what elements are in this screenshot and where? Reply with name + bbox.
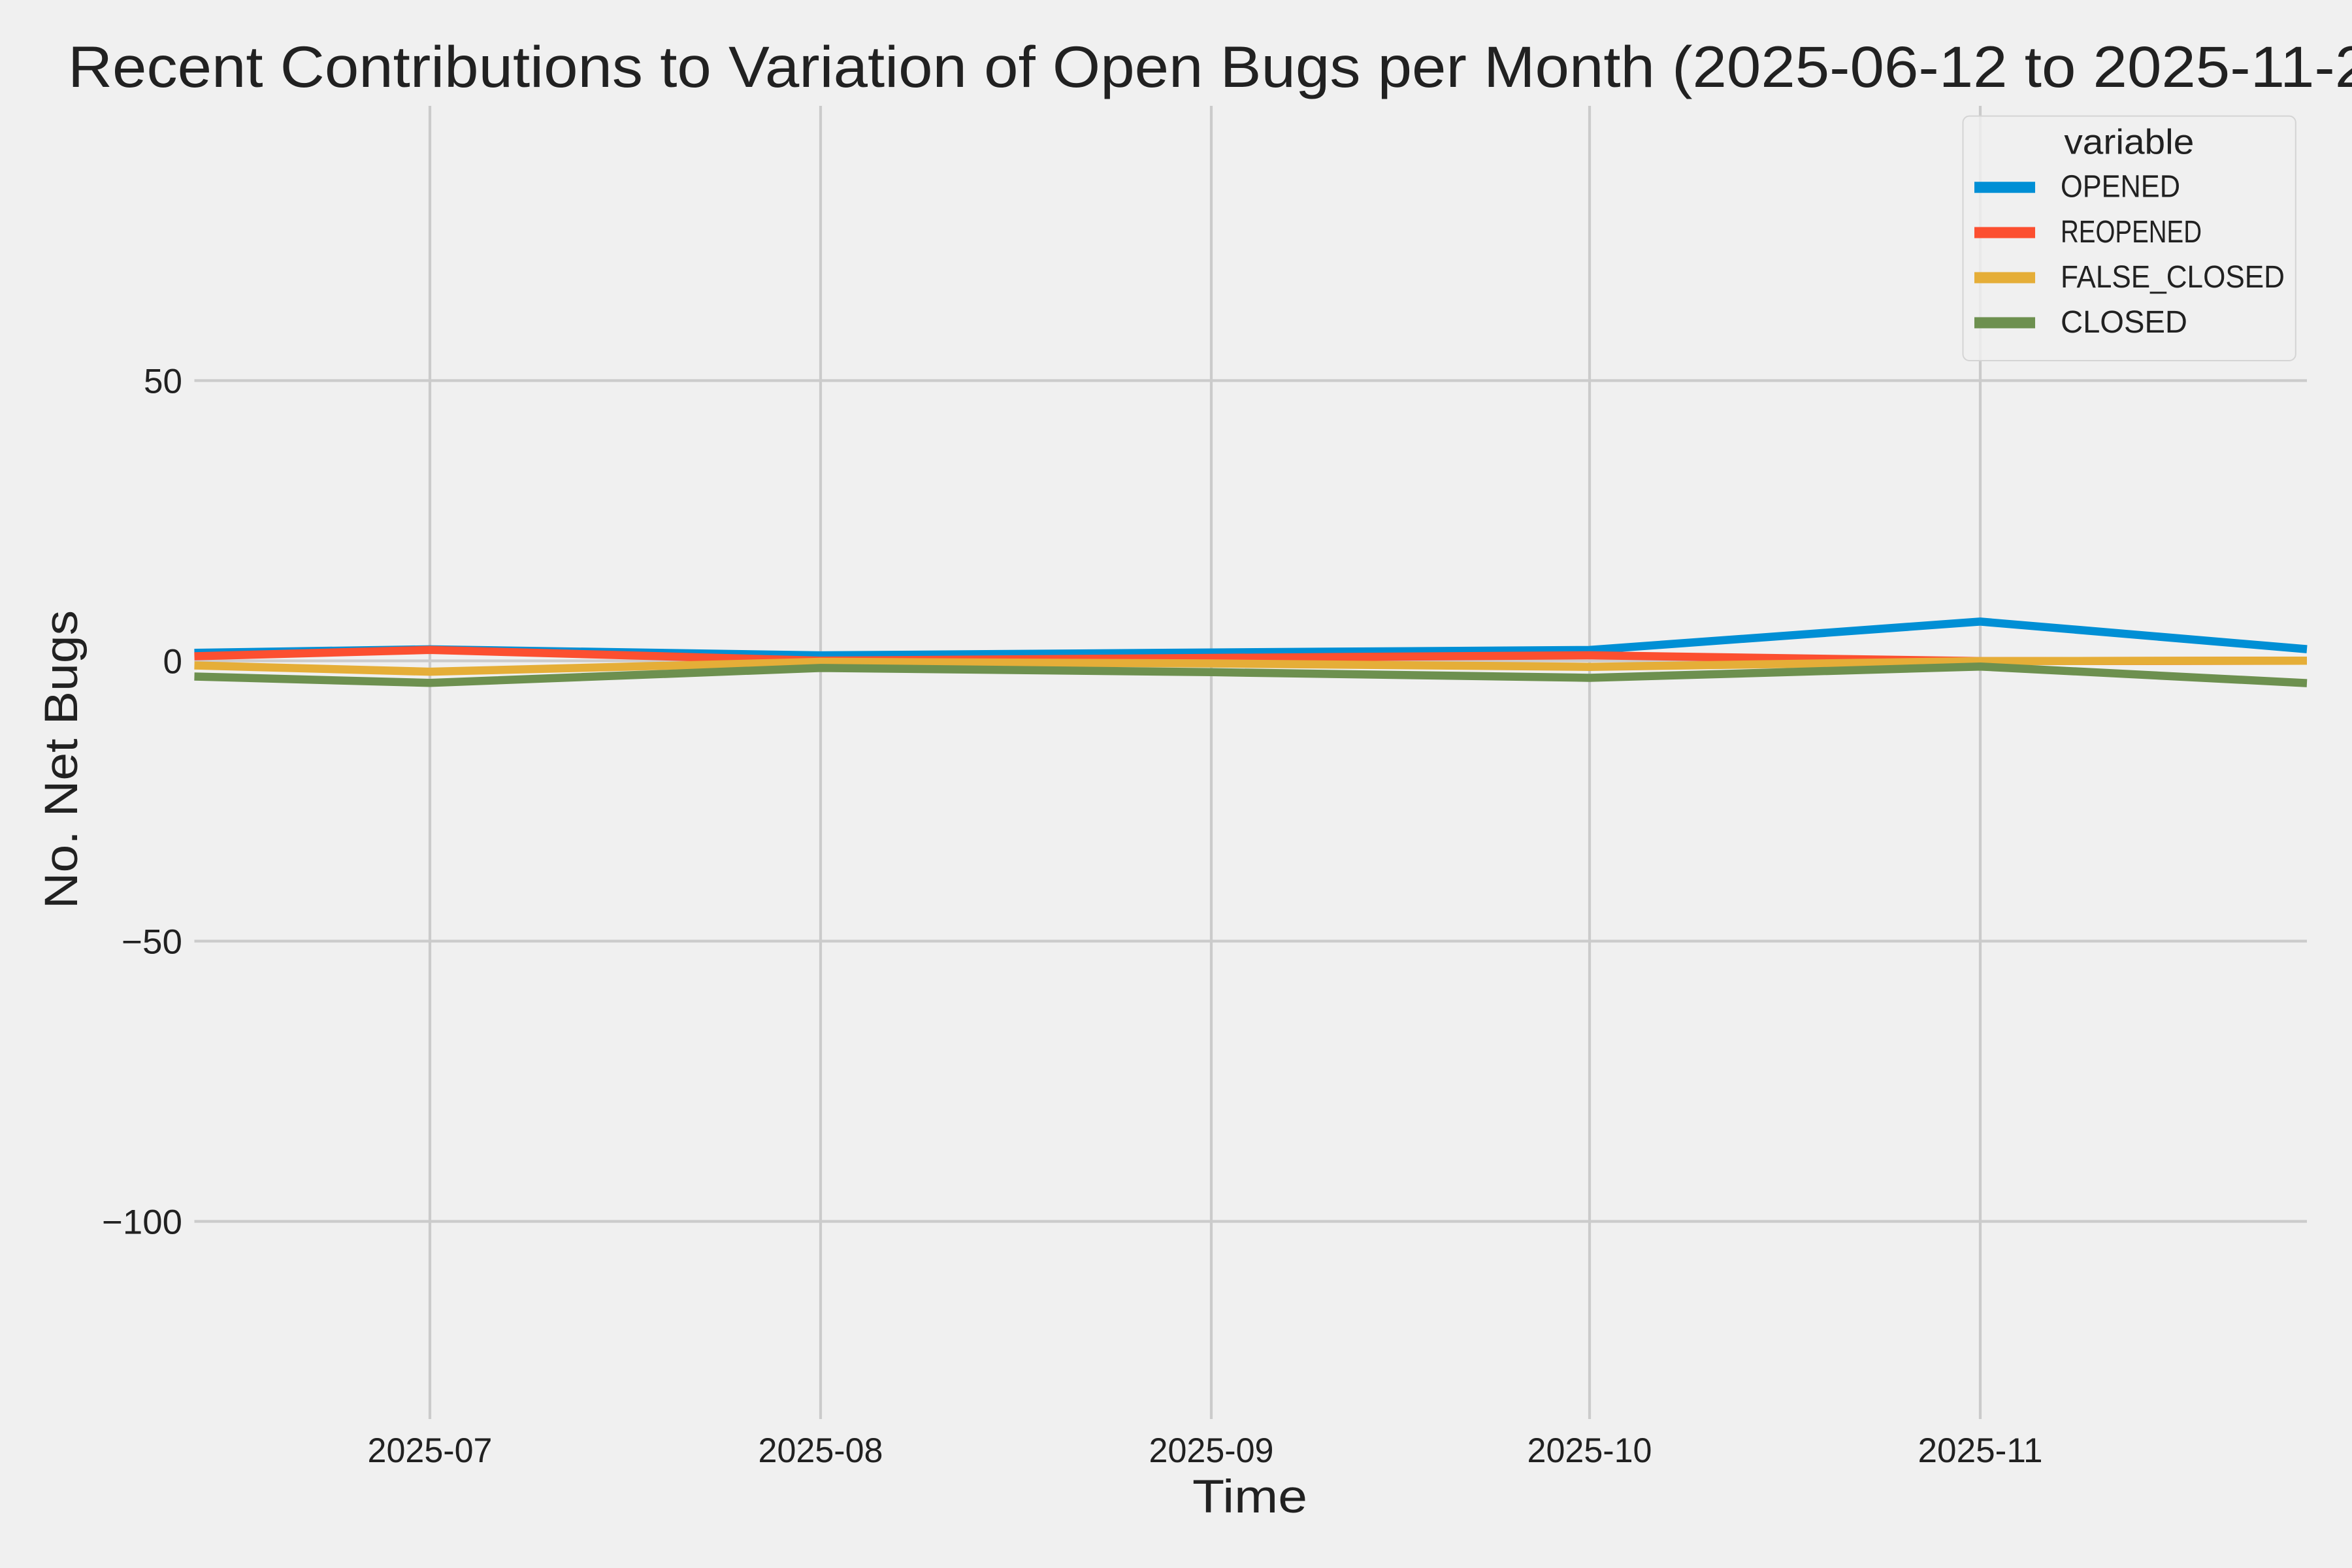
svg-text:2025-11: 2025-11 (1918, 1431, 2043, 1470)
svg-text:CLOSED: CLOSED (2061, 304, 2187, 340)
svg-text:2025-09: 2025-09 (1149, 1431, 1274, 1470)
svg-text:−100: −100 (102, 1203, 182, 1242)
svg-text:50: 50 (144, 363, 182, 401)
svg-text:No. Net Bugs: No. Net Bugs (36, 610, 88, 909)
svg-text:2025-10: 2025-10 (1527, 1431, 1652, 1470)
svg-text:OPENED: OPENED (2061, 169, 2180, 204)
svg-text:Recent Contributions to Variat: Recent Contributions to Variation of Ope… (68, 34, 2352, 99)
svg-text:FALSE_CLOSED: FALSE_CLOSED (2061, 259, 2285, 295)
svg-text:REOPENED: REOPENED (2061, 214, 2202, 250)
svg-text:0: 0 (163, 643, 182, 681)
svg-text:Time: Time (1192, 1471, 1307, 1523)
svg-text:variable: variable (2064, 123, 2194, 162)
svg-text:2025-07: 2025-07 (368, 1431, 493, 1470)
svg-text:2025-08: 2025-08 (759, 1431, 883, 1470)
svg-text:−50: −50 (122, 923, 182, 962)
